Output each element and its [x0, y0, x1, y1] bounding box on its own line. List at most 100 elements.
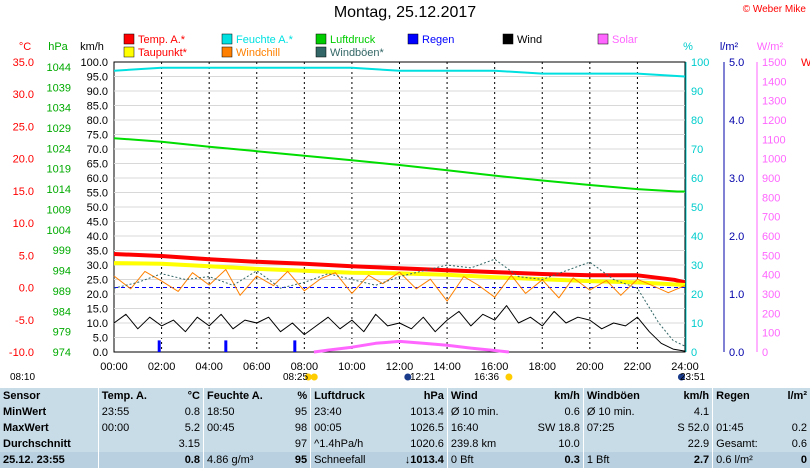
press-tick-label: 989 [53, 286, 71, 298]
solar-tick-label: 1400 [762, 76, 786, 88]
solar-tick-label: 800 [762, 192, 780, 204]
stats-header: Feuchte A. [202, 388, 286, 404]
moonrise-time: 12:21 [410, 372, 436, 383]
stats-cell: 95 [285, 452, 311, 468]
stats-header: hPa [423, 390, 444, 402]
stats-cell: 0.8 [166, 452, 204, 468]
stats-cell: 97 [294, 438, 308, 450]
solar-tick-label: 200 [762, 308, 780, 320]
temp-tick-label: 30.0 [13, 89, 34, 101]
legend-swatch [221, 46, 233, 58]
stats-cell: 00:05 [310, 420, 388, 436]
x-tick-label: 06:00 [243, 361, 271, 373]
wind-tick-label: 95.0 [87, 72, 108, 84]
stats-cell: Schneefall [310, 452, 388, 468]
stats-cell: 01:45 [712, 420, 777, 436]
stats-header: Sensor [3, 390, 41, 402]
stats-cell: Ø 10 min. [582, 404, 663, 420]
series-windchill [113, 269, 686, 302]
stats-cell: ↓1013.4 [387, 452, 448, 468]
series-windb-en [113, 258, 686, 347]
x-tick-label: 12:00 [386, 361, 414, 373]
legend-label: Feuchte A.* [236, 34, 294, 46]
rain-bar [157, 340, 161, 352]
wind-tick-label: 20.0 [87, 289, 108, 301]
stats-cell [97, 436, 167, 452]
legend-label: Luftdruck [330, 34, 376, 46]
sunset-marker [505, 373, 513, 381]
stats-cell: 07:25 [582, 420, 663, 436]
temp-tick-label: 35.0 [13, 57, 34, 69]
page-title: Montag, 25.12.2017 [333, 4, 477, 21]
legend-swatch [315, 46, 327, 58]
stats-table: Sensor Temp. A. °C Feuchte A. % Luftdruc… [0, 388, 810, 468]
legend-label: Solar [612, 34, 638, 46]
x-tick-label: 08:00 [291, 361, 319, 373]
stats-cell: 95 [294, 406, 308, 418]
rain-tick-label: 3.0 [729, 173, 744, 185]
wind-tick-label: 40.0 [87, 231, 108, 243]
hum-tick-label: 30 [691, 260, 703, 272]
press-tick-label: 1044 [47, 62, 71, 74]
stats-cell [776, 404, 810, 420]
stats-row-current: 25.12. 23:55 0.8 4.86 g/m³ 95 Schneefall… [0, 452, 810, 468]
solar-tick-label: 100 [762, 328, 780, 340]
hum-tick-label: 0 [691, 347, 697, 359]
stats-cell: 0 Bft [446, 452, 519, 468]
legend-swatch [315, 33, 327, 45]
solar-axis-unit: W/m² [757, 41, 784, 53]
stats-header: Temp. A. [97, 388, 167, 404]
series-temp-a [113, 252, 686, 285]
wind-tick-label: 65.0 [87, 159, 108, 171]
moon-down-marker [677, 373, 685, 381]
solar-tick-label: 400 [762, 270, 780, 282]
wind-tick-label: 100.0 [80, 57, 108, 69]
x-tick-label: 14:00 [433, 361, 461, 373]
stats-cell: Gesamt: [712, 436, 777, 452]
press-tick-label: 984 [53, 306, 71, 318]
hum-tick-label: 70 [691, 144, 703, 156]
stats-header: °C [187, 390, 200, 402]
weather-chart: 00:00 02:00 04:00 06:00 08:00 10:00 12:00 14:00… [9, 33, 810, 381]
wind-tick-label: 35.0 [87, 246, 108, 258]
x-tick-label: 18:00 [528, 361, 556, 373]
press-tick-label: 1034 [47, 103, 71, 115]
stats-cell: 00:00 [97, 420, 167, 436]
press-tick-label: 1014 [47, 184, 71, 196]
rain-tick-label: 0.0 [729, 347, 744, 359]
stats-cell: 25.12. 23:55 [0, 452, 99, 468]
rain-axis-unit: l/m² [720, 41, 739, 53]
stats-row-min: MinWert 23:55 0.8 18:50 95 23:40 1013.4 … [0, 404, 810, 420]
stats-cell: 239.8 km [446, 436, 519, 452]
stats-cell: 2.7 [662, 452, 713, 468]
stats-row-avg: Durchschnitt 3.15 97 ^1.4hPa/h 1020.6 23… [0, 436, 810, 452]
stats-cell: Durchschnitt [3, 438, 71, 450]
wind-tick-label: 70.0 [87, 144, 108, 156]
stats-cell: 98 [294, 422, 308, 434]
moon-up-marker [404, 373, 412, 381]
temp-tick-label: -5.0 [15, 315, 34, 327]
stats-cell: 18:50 [202, 404, 286, 420]
legend-label: Taupunkt* [138, 47, 188, 59]
hum-tick-label: 80 [691, 115, 703, 127]
series-feuchte-a [113, 66, 686, 78]
stats-cell: 16:40 [446, 420, 519, 436]
wind-tick-label: 90.0 [87, 86, 108, 98]
stats-cell: 1013.4 [410, 406, 444, 418]
stats-cell: 1 Bft [582, 452, 663, 468]
press-tick-label: 994 [53, 266, 71, 278]
moonset-time: 23:51 [680, 372, 706, 383]
stats-cell: 10.0 [558, 438, 580, 450]
stats-cell: 0.2 [791, 422, 807, 434]
stats-cell: 0.6 [564, 406, 580, 418]
stats-cell: 0.3 [518, 452, 584, 468]
wind-tick-label: 30.0 [87, 260, 108, 272]
hum-axis-unit: % [683, 41, 693, 53]
legend-swatch [502, 33, 514, 45]
extra-axis-unit: W [801, 57, 810, 69]
solar-start-time: 08:25 [283, 372, 309, 383]
hum-tick-label: 50 [691, 202, 703, 214]
wind-axis-unit: km/h [80, 41, 104, 53]
solar-tick-label: 1100 [762, 134, 786, 146]
legend-label: Wind [517, 34, 542, 46]
